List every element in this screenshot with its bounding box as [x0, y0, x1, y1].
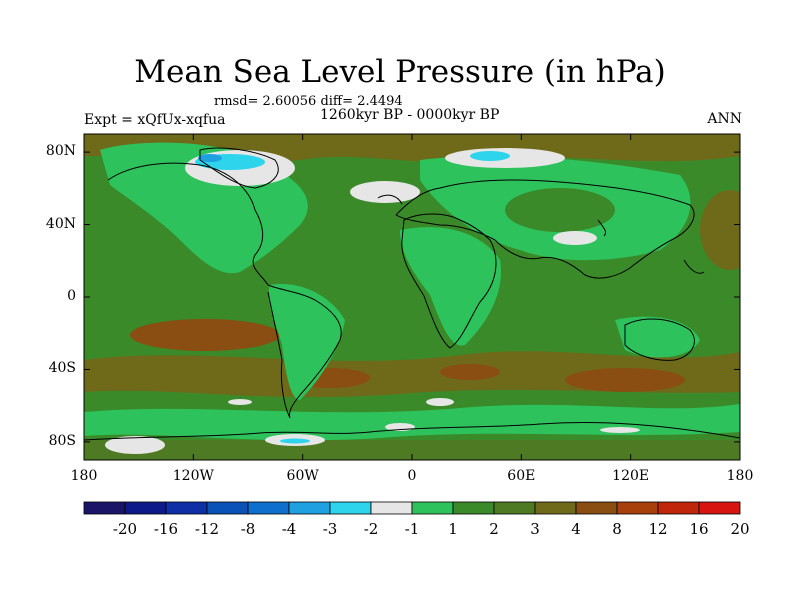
colorbar-swatch [370, 501, 413, 515]
lat-tick-label: 40S [48, 360, 76, 377]
lat-tick-label: 80S [48, 432, 76, 449]
stats-label: rmsd= 2.60056 diff= 2.4494 [214, 94, 403, 109]
colorbar-swatch [698, 501, 741, 515]
colorbar [83, 501, 741, 515]
colorbar-label: 8 [612, 520, 622, 538]
colorbar-label: 3 [530, 520, 540, 538]
field-brown-patch [130, 319, 280, 351]
colorbar-swatch [575, 501, 618, 515]
colorbar-swatch [657, 501, 700, 515]
colorbar-label: -3 [322, 520, 338, 538]
lat-tick-label: 0 [67, 288, 76, 304]
field-southern-ocean [84, 404, 740, 441]
colorbar-label: 1 [448, 520, 458, 538]
colorbar-label: -2 [363, 520, 379, 538]
colorbar-label: 4 [571, 520, 581, 538]
colorbar-swatch [616, 501, 659, 515]
lon-tick-label: 60E [507, 468, 536, 484]
colorbar-swatch [124, 501, 167, 515]
coastlines [84, 147, 740, 441]
colorbar-swatch [165, 501, 208, 515]
lon-tick-label: 120E [612, 468, 650, 484]
field-australia [615, 316, 700, 358]
colorbar-label: -16 [153, 520, 179, 538]
lon-tick-label: 120W [172, 468, 214, 484]
pressure-field [84, 134, 740, 460]
colorbar-swatch [329, 501, 372, 515]
lat-tick-label: 40N [45, 215, 76, 232]
colorbar-swatch [534, 501, 577, 515]
colorbar-swatch [83, 501, 126, 515]
colorbar-swatch [288, 501, 331, 515]
map-title: Mean Sea Level Pressure (in hPa) [134, 54, 666, 90]
lat-tick-label: 80N [45, 143, 76, 160]
colorbar-label: -12 [194, 520, 220, 538]
colorbar-label: -1 [404, 520, 420, 538]
field-south-america [268, 284, 345, 400]
lon-tick-label: 180 [726, 468, 754, 484]
colorbar-label: -20 [112, 520, 138, 538]
colorbar-label: 2 [489, 520, 499, 538]
colorbar-swatch [247, 501, 290, 515]
colorbar-label: 20 [730, 520, 750, 538]
field-africa [400, 227, 501, 346]
lon-tick-label: 0 [407, 468, 417, 484]
colorbar-swatch [411, 501, 454, 515]
lon-tick-label: 60W [286, 468, 319, 484]
colorbar-swatch [493, 501, 536, 515]
colorbar-label: -8 [240, 520, 256, 538]
axis-ticks [83, 134, 741, 460]
colorbar-swatch [206, 501, 249, 515]
season-label: ANN [707, 111, 742, 127]
experiment-label: Expt = xQfUx-xqfua [84, 112, 226, 128]
lon-tick-label: 180 [70, 468, 98, 484]
period-label: 1260kyr BP - 0000kyr BP [320, 107, 500, 123]
colorbar-swatch [452, 501, 495, 515]
colorbar-label: 16 [689, 520, 709, 538]
colorbar-label: 12 [648, 520, 668, 538]
colorbar-label: -4 [281, 520, 297, 538]
